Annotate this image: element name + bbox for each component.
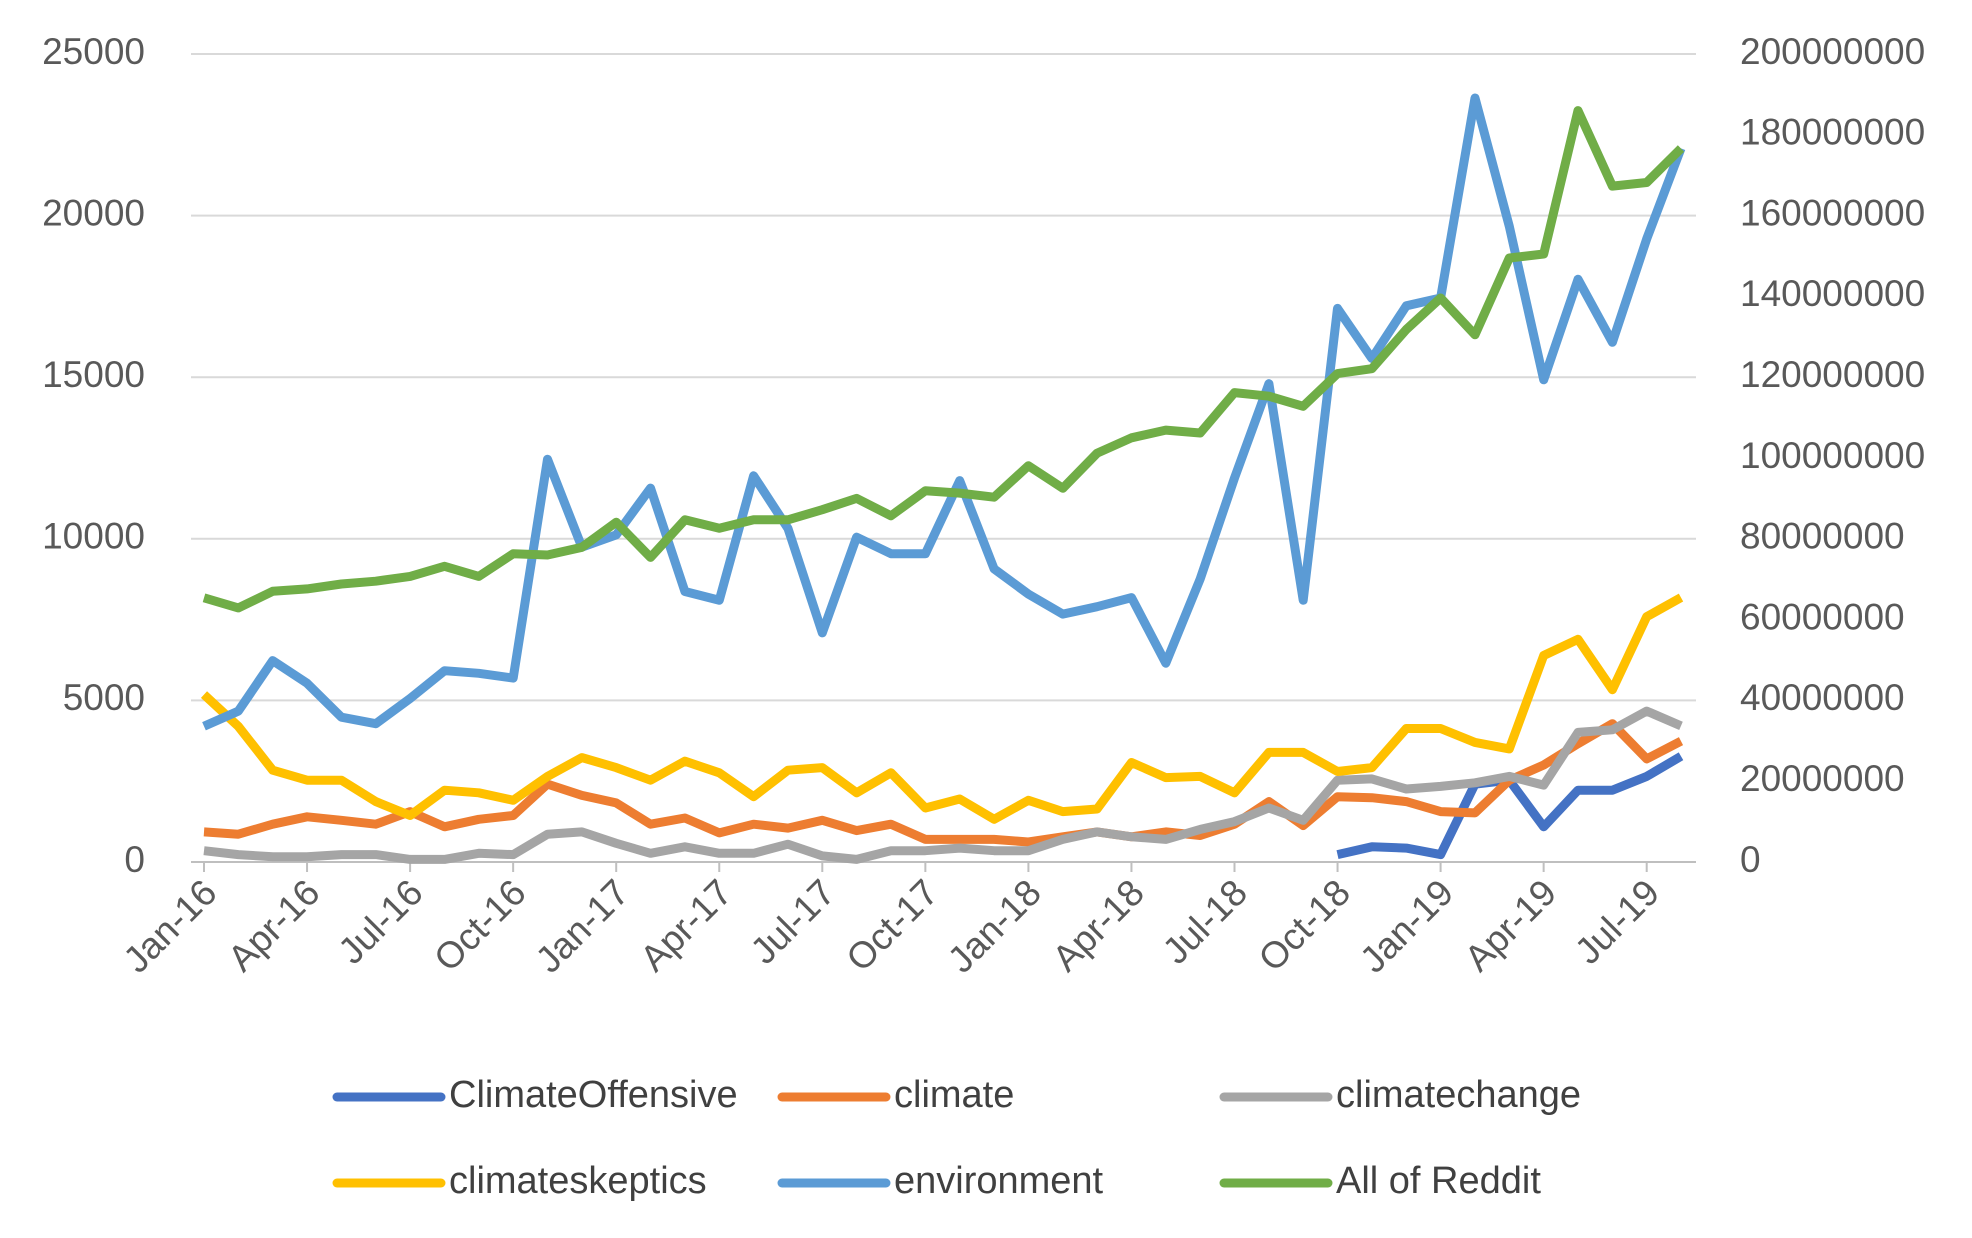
y2-tick-label: 160000000 (1740, 192, 1925, 233)
x-tick-label: Oct-17 (838, 872, 946, 980)
x-tick-label: Jul-17 (743, 872, 843, 972)
x-tick-label: Oct-18 (1251, 872, 1359, 980)
x-tick-label: Apr-16 (220, 872, 328, 980)
y2-tick-label: 100000000 (1740, 435, 1925, 476)
legend-label: All of Reddit (1336, 1160, 1541, 1202)
x-tick-label: Apr-19 (1457, 872, 1565, 980)
legend-label: climatechange (1336, 1074, 1581, 1116)
legend-label: environment (894, 1160, 1104, 1202)
y2-tick-label: 140000000 (1740, 273, 1925, 314)
x-tick-label: Jan-18 (940, 872, 1049, 981)
y2-tick-label: 180000000 (1740, 112, 1925, 153)
legend-label: climate (894, 1074, 1014, 1116)
x-tick-label: Apr-18 (1044, 872, 1152, 980)
y2-tick-label: 60000000 (1740, 596, 1905, 637)
y-tick-label: 15000 (42, 354, 145, 395)
x-tick-label: Jan-19 (1352, 872, 1461, 981)
legend-label: ClimateOffensive (449, 1074, 738, 1116)
y2-tick-label: 0 (1740, 839, 1761, 880)
y2-tick-label: 200000000 (1740, 31, 1925, 72)
y2-tick-label: 40000000 (1740, 677, 1905, 718)
series-line (202, 93, 1686, 731)
y-tick-label: 0 (124, 839, 145, 880)
y2-tick-label: 120000000 (1740, 354, 1925, 395)
legend-label: climateskeptics (449, 1160, 707, 1202)
y-tick-label: 10000 (42, 516, 145, 557)
y-tick-label: 20000 (42, 192, 145, 233)
x-tick-label: Jan-17 (528, 872, 637, 981)
series-line (200, 593, 1684, 824)
x-tick-label: Apr-17 (632, 872, 740, 980)
x-tick-label: Jul-19 (1567, 872, 1667, 972)
series-line (203, 719, 1684, 847)
series-line (202, 106, 1685, 613)
x-tick-label: Jul-18 (1155, 872, 1255, 972)
x-tick-label: Jul-16 (330, 872, 430, 972)
y-tick-label: 25000 (42, 31, 145, 72)
series-line (1336, 752, 1684, 860)
series-line (203, 706, 1683, 864)
x-tick-label: Oct-16 (426, 872, 534, 980)
x-tick-label: Jan-16 (116, 872, 225, 981)
y2-tick-label: 20000000 (1740, 758, 1905, 799)
y2-tick-label: 80000000 (1740, 516, 1905, 557)
y-tick-label: 5000 (63, 677, 145, 718)
